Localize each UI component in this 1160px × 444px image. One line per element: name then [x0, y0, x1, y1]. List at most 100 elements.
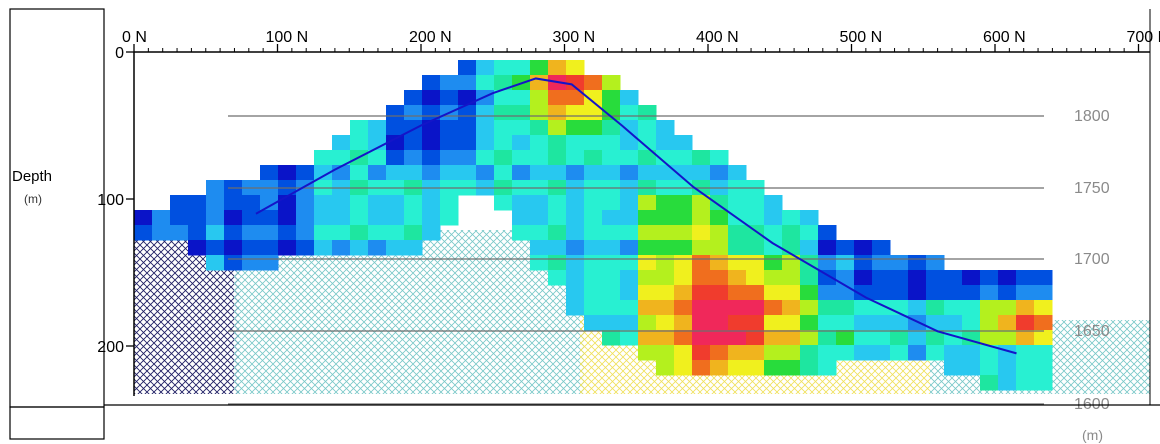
model-cell — [458, 165, 477, 181]
model-cell — [404, 240, 423, 256]
model-cell — [278, 240, 297, 256]
model-cell — [746, 285, 765, 301]
model-cell — [1016, 315, 1035, 331]
model-cell — [638, 240, 657, 256]
model-cell — [818, 345, 837, 361]
model-cell — [764, 330, 783, 346]
model-cell — [224, 210, 243, 226]
model-cell — [818, 360, 837, 376]
model-cell — [872, 300, 891, 316]
model-cell — [998, 360, 1017, 376]
model-cell — [332, 210, 351, 226]
model-cell — [512, 210, 531, 226]
model-cell — [998, 315, 1017, 331]
model-cell — [782, 270, 801, 286]
right-tick-label: 1800 — [1074, 108, 1110, 125]
model-cell — [1016, 345, 1035, 361]
model-cell — [728, 360, 747, 376]
model-cell — [494, 195, 513, 211]
model-cell — [710, 240, 729, 256]
model-cell — [350, 135, 369, 151]
model-cell — [386, 195, 405, 211]
model-cell — [674, 285, 693, 301]
model-cell — [1016, 270, 1035, 286]
model-cell — [440, 120, 459, 136]
model-cell — [764, 270, 783, 286]
model-cell — [962, 345, 981, 361]
model-cell — [602, 270, 621, 286]
model-cell — [800, 360, 819, 376]
model-cell — [548, 225, 567, 241]
top-tick-label: 100 N — [266, 29, 309, 46]
model-cell — [602, 75, 621, 91]
model-cell — [746, 330, 765, 346]
left-lower-frame — [9, 406, 105, 440]
model-cell — [242, 240, 261, 256]
model-cell — [710, 285, 729, 301]
model-cell — [566, 120, 585, 136]
model-cell — [800, 330, 819, 346]
model-cell — [296, 240, 315, 256]
model-cell — [674, 360, 693, 376]
model-cell — [692, 360, 711, 376]
model-cell — [368, 225, 387, 241]
model-cell — [818, 255, 837, 271]
model-cell — [548, 210, 567, 226]
model-cell — [1034, 330, 1053, 346]
model-cell — [962, 285, 981, 301]
model-cell — [368, 240, 387, 256]
model-cell — [638, 135, 657, 151]
model-cell — [512, 105, 531, 121]
model-cell — [188, 240, 207, 256]
model-cell — [728, 285, 747, 301]
left-tick-label: 0 — [115, 45, 124, 62]
model-cell — [404, 150, 423, 166]
model-cell — [566, 255, 585, 271]
model-cell — [836, 270, 855, 286]
model-cell — [1016, 300, 1035, 316]
model-cell — [656, 285, 675, 301]
model-cell — [638, 285, 657, 301]
model-cell — [548, 270, 567, 286]
model-cell — [692, 165, 711, 181]
model-cell — [404, 225, 423, 241]
model-cell — [206, 210, 225, 226]
model-cell — [746, 210, 765, 226]
model-cell — [800, 270, 819, 286]
model-cell — [368, 210, 387, 226]
model-cell — [656, 120, 675, 136]
model-cell — [926, 270, 945, 286]
model-cell — [1034, 345, 1053, 361]
model-cell — [908, 285, 927, 301]
model-cell — [782, 315, 801, 331]
model-cell — [584, 315, 603, 331]
model-cell — [530, 60, 549, 76]
model-cell — [476, 150, 495, 166]
model-cell — [656, 165, 675, 181]
left-tick-label: 200 — [97, 339, 124, 356]
top-tick-label: 500 N — [840, 29, 883, 46]
model-cell — [368, 195, 387, 211]
model-cell — [1016, 360, 1035, 376]
model-cell — [332, 135, 351, 151]
model-cell — [674, 270, 693, 286]
model-cell — [530, 135, 549, 151]
model-cell — [890, 345, 909, 361]
model-cell — [206, 255, 225, 271]
model-cell — [476, 60, 495, 76]
model-cell — [134, 210, 153, 226]
model-cell — [800, 210, 819, 226]
model-cell — [1016, 285, 1035, 301]
model-cell — [962, 300, 981, 316]
model-cell — [584, 135, 603, 151]
model-cell — [836, 240, 855, 256]
model-cell — [440, 75, 459, 91]
model-cell — [512, 135, 531, 151]
model-cell — [620, 330, 639, 346]
model-cell — [620, 315, 639, 331]
model-cell — [836, 285, 855, 301]
model-cell — [224, 225, 243, 241]
model-cell — [440, 165, 459, 181]
model-cell — [890, 270, 909, 286]
model-cell — [476, 90, 495, 106]
